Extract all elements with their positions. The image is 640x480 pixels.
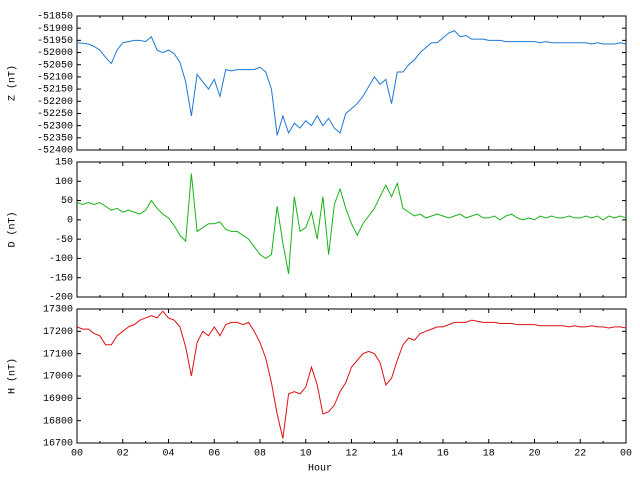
y-tick-label: -52150 <box>37 85 73 96</box>
y-tick-label: -200 <box>49 293 73 304</box>
x-tick-label: 20 <box>528 449 540 460</box>
x-tick-label: 02 <box>117 449 129 460</box>
y-tick-label: 16800 <box>43 416 73 427</box>
y-tick-label: 17000 <box>43 372 73 383</box>
panel-frame <box>76 161 627 298</box>
y-tick-label: -52300 <box>37 121 73 132</box>
y-tick-label: -52000 <box>37 48 73 59</box>
y-tick-label: 150 <box>55 158 73 169</box>
y-tick-label: 0 <box>67 215 73 226</box>
panel-frame <box>76 308 627 444</box>
y-tick-label: -150 <box>49 273 73 284</box>
y-tick-label: -52350 <box>37 133 73 144</box>
y-tick-label: -51900 <box>37 24 73 35</box>
x-tick-label: 18 <box>483 449 495 460</box>
x-tick-label: 14 <box>391 449 403 460</box>
data-line <box>76 30 627 136</box>
data-line <box>76 173 627 274</box>
x-tick-label: 00 <box>620 449 632 460</box>
y-axis-label: D (nT) <box>7 211 19 247</box>
x-tick-label: 08 <box>254 449 266 460</box>
y-tick-label: -52050 <box>37 60 73 71</box>
y-tick-label: -52100 <box>37 73 73 84</box>
x-axis-label: Hour <box>308 464 332 475</box>
y-tick-label: -51850 <box>37 12 73 23</box>
y-tick-label: -100 <box>49 254 73 265</box>
y-tick-label: 50 <box>61 196 73 207</box>
y-axis-label: H (nT) <box>7 358 19 394</box>
x-tick-label: 00 <box>71 449 83 460</box>
x-tick-label: 16 <box>437 449 449 460</box>
x-tick-label: 12 <box>345 449 357 460</box>
x-tick-label: 10 <box>300 449 312 460</box>
y-tick-label: -52400 <box>37 146 73 157</box>
y-tick-label: -51950 <box>37 36 73 47</box>
panel-frame <box>76 15 627 151</box>
y-tick-label: 17100 <box>43 349 73 360</box>
y-tick-label: 17200 <box>43 327 73 338</box>
y-tick-label: -50 <box>55 235 73 246</box>
y-tick-label: 16900 <box>43 394 73 405</box>
y-axis-label: Z (nT) <box>7 65 19 101</box>
y-tick-label: 16700 <box>43 439 73 450</box>
y-tick-label: 100 <box>55 177 73 188</box>
x-tick-label: 22 <box>574 449 586 460</box>
y-tick-label: -52250 <box>37 109 73 120</box>
y-tick-label: 17300 <box>43 305 73 316</box>
x-tick-label: 04 <box>162 449 174 460</box>
x-tick-label: 06 <box>208 449 220 460</box>
data-line <box>76 310 627 439</box>
y-tick-label: -52200 <box>37 97 73 108</box>
